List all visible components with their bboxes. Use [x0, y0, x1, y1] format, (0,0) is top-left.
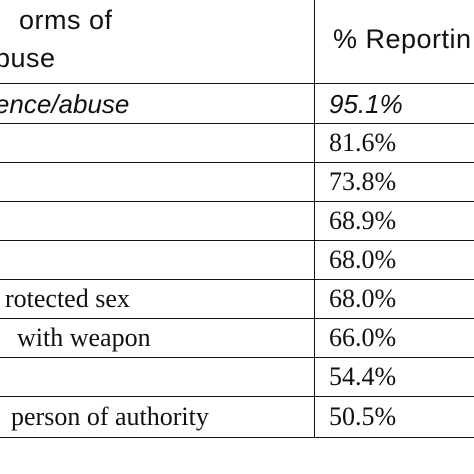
table-row: rotected sex 68.0%	[0, 279, 474, 319]
table-row: 81.6%	[0, 123, 474, 163]
header-line-1: orms of	[19, 5, 113, 35]
table-row: of violence/abuse 95.1%	[0, 83, 474, 124]
row-label: rotected sex	[0, 279, 315, 319]
row-label	[0, 123, 315, 163]
row-label	[0, 240, 315, 280]
row-label: with weapon	[0, 318, 315, 358]
row-value: 95.1%	[314, 83, 474, 124]
table-row: with weapon 66.0%	[0, 318, 474, 358]
row-label	[0, 162, 315, 202]
row-value: 68.0%	[314, 240, 474, 280]
row-value: 50.5%	[314, 396, 474, 438]
row-value: 68.9%	[314, 201, 474, 241]
table-row: person of authority 50.5%	[0, 396, 474, 438]
table-row: 54.4%	[0, 357, 474, 397]
row-value: 73.8%	[314, 162, 474, 202]
row-label	[0, 201, 315, 241]
percent-reporting-header: % Reportin	[314, 0, 474, 84]
abuse-reporting-table: orms of buse % Reportin of violence/abus…	[0, 0, 474, 438]
row-label: of violence/abuse	[0, 83, 315, 124]
row-value: 66.0%	[314, 318, 474, 358]
row-value: 68.0%	[314, 279, 474, 319]
table-header-row: orms of buse % Reportin	[0, 0, 474, 84]
row-label: person of authority	[0, 396, 315, 438]
table-row: 68.0%	[0, 240, 474, 280]
table-row: 68.9%	[0, 201, 474, 241]
forms-of-abuse-header: orms of buse	[0, 0, 315, 84]
table-row: 73.8%	[0, 162, 474, 202]
row-label	[0, 357, 315, 397]
row-value: 81.6%	[314, 123, 474, 163]
row-value: 54.4%	[314, 357, 474, 397]
header-line-2: buse	[0, 43, 56, 73]
